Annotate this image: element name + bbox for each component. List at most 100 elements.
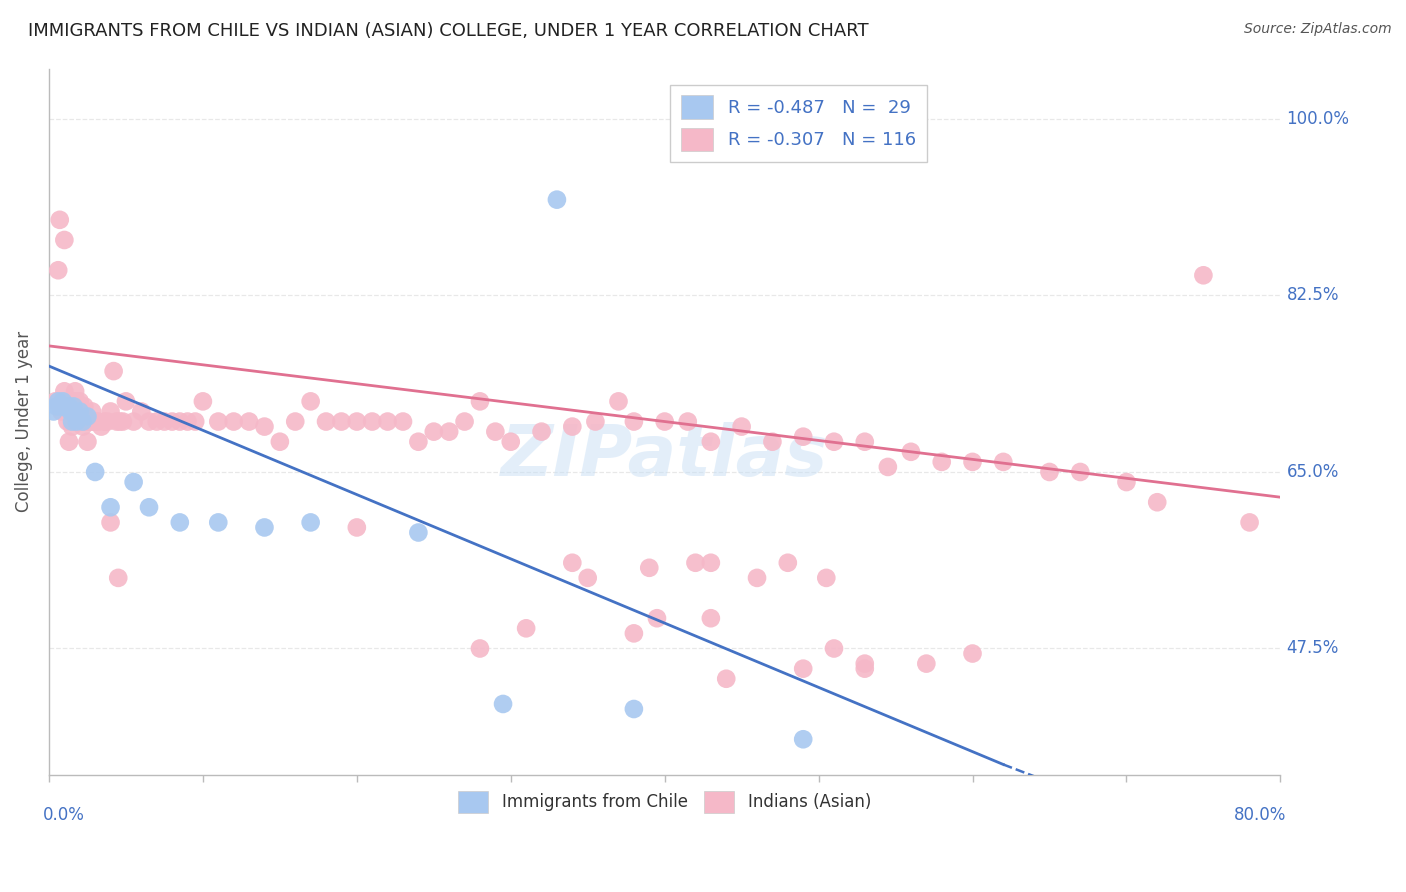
- Text: 82.5%: 82.5%: [1286, 286, 1339, 304]
- Point: [60, 415, 83, 429]
- Point: [645, 611, 668, 625]
- Point: [62, 394, 84, 409]
- Point: [269, 434, 291, 449]
- Point: [700, 556, 723, 570]
- Point: [52, 394, 75, 409]
- Point: [853, 657, 876, 671]
- Point: [84, 415, 107, 429]
- Point: [111, 415, 134, 429]
- Y-axis label: College, Under 1 year: College, Under 1 year: [15, 331, 32, 512]
- Point: [72, 415, 94, 429]
- Point: [52, 394, 75, 409]
- Point: [716, 672, 738, 686]
- Point: [408, 525, 430, 540]
- Point: [993, 455, 1015, 469]
- Point: [761, 434, 783, 449]
- Point: [55, 400, 77, 414]
- Point: [792, 430, 814, 444]
- Text: 47.5%: 47.5%: [1286, 640, 1339, 657]
- Point: [1239, 516, 1261, 530]
- Point: [207, 415, 229, 429]
- Point: [1146, 495, 1168, 509]
- Point: [676, 415, 699, 429]
- Point: [59, 404, 82, 418]
- Point: [76, 409, 98, 424]
- Point: [607, 394, 630, 409]
- Point: [75, 415, 97, 429]
- Point: [69, 394, 91, 409]
- Text: 0.0%: 0.0%: [42, 806, 84, 824]
- Point: [931, 455, 953, 469]
- Point: [361, 415, 384, 429]
- Point: [70, 415, 93, 429]
- Point: [56, 400, 79, 414]
- Point: [53, 233, 76, 247]
- Point: [176, 415, 198, 429]
- Point: [56, 415, 79, 429]
- Point: [48, 212, 70, 227]
- Point: [80, 404, 103, 418]
- Point: [730, 419, 752, 434]
- Point: [700, 611, 723, 625]
- Point: [685, 556, 707, 570]
- Point: [46, 263, 69, 277]
- Point: [623, 702, 645, 716]
- Point: [284, 415, 307, 429]
- Point: [915, 657, 938, 671]
- Point: [69, 404, 91, 418]
- Point: [546, 193, 568, 207]
- Text: 65.0%: 65.0%: [1286, 463, 1339, 481]
- Point: [207, 516, 229, 530]
- Point: [1192, 268, 1215, 283]
- Point: [60, 419, 83, 434]
- Point: [79, 415, 101, 429]
- Point: [46, 394, 69, 409]
- Point: [638, 561, 661, 575]
- Point: [468, 641, 491, 656]
- Point: [453, 415, 475, 429]
- Point: [96, 415, 118, 429]
- Point: [962, 647, 984, 661]
- Point: [561, 556, 583, 570]
- Point: [55, 400, 77, 414]
- Point: [51, 404, 73, 418]
- Point: [853, 662, 876, 676]
- Point: [315, 415, 337, 429]
- Point: [153, 415, 176, 429]
- Point: [484, 425, 506, 439]
- Point: [962, 455, 984, 469]
- Point: [58, 394, 80, 409]
- Point: [900, 445, 922, 459]
- Point: [823, 434, 845, 449]
- Text: 100.0%: 100.0%: [1286, 110, 1350, 128]
- Point: [1115, 475, 1137, 489]
- Point: [576, 571, 599, 585]
- Point: [253, 520, 276, 534]
- Point: [66, 415, 89, 429]
- Point: [392, 415, 415, 429]
- Text: Source: ZipAtlas.com: Source: ZipAtlas.com: [1244, 22, 1392, 37]
- Point: [377, 415, 399, 429]
- Point: [184, 415, 207, 429]
- Point: [105, 415, 128, 429]
- Point: [253, 419, 276, 434]
- Point: [107, 571, 129, 585]
- Point: [222, 415, 245, 429]
- Point: [58, 400, 80, 414]
- Point: [654, 415, 676, 429]
- Point: [138, 415, 160, 429]
- Point: [299, 394, 322, 409]
- Point: [330, 415, 353, 429]
- Point: [66, 394, 89, 409]
- Point: [299, 516, 322, 530]
- Point: [623, 626, 645, 640]
- Point: [792, 732, 814, 747]
- Point: [73, 400, 96, 414]
- Point: [63, 384, 86, 399]
- Point: [823, 641, 845, 656]
- Point: [108, 415, 131, 429]
- Point: [77, 415, 100, 429]
- Point: [561, 419, 583, 434]
- Point: [1038, 465, 1060, 479]
- Point: [115, 394, 138, 409]
